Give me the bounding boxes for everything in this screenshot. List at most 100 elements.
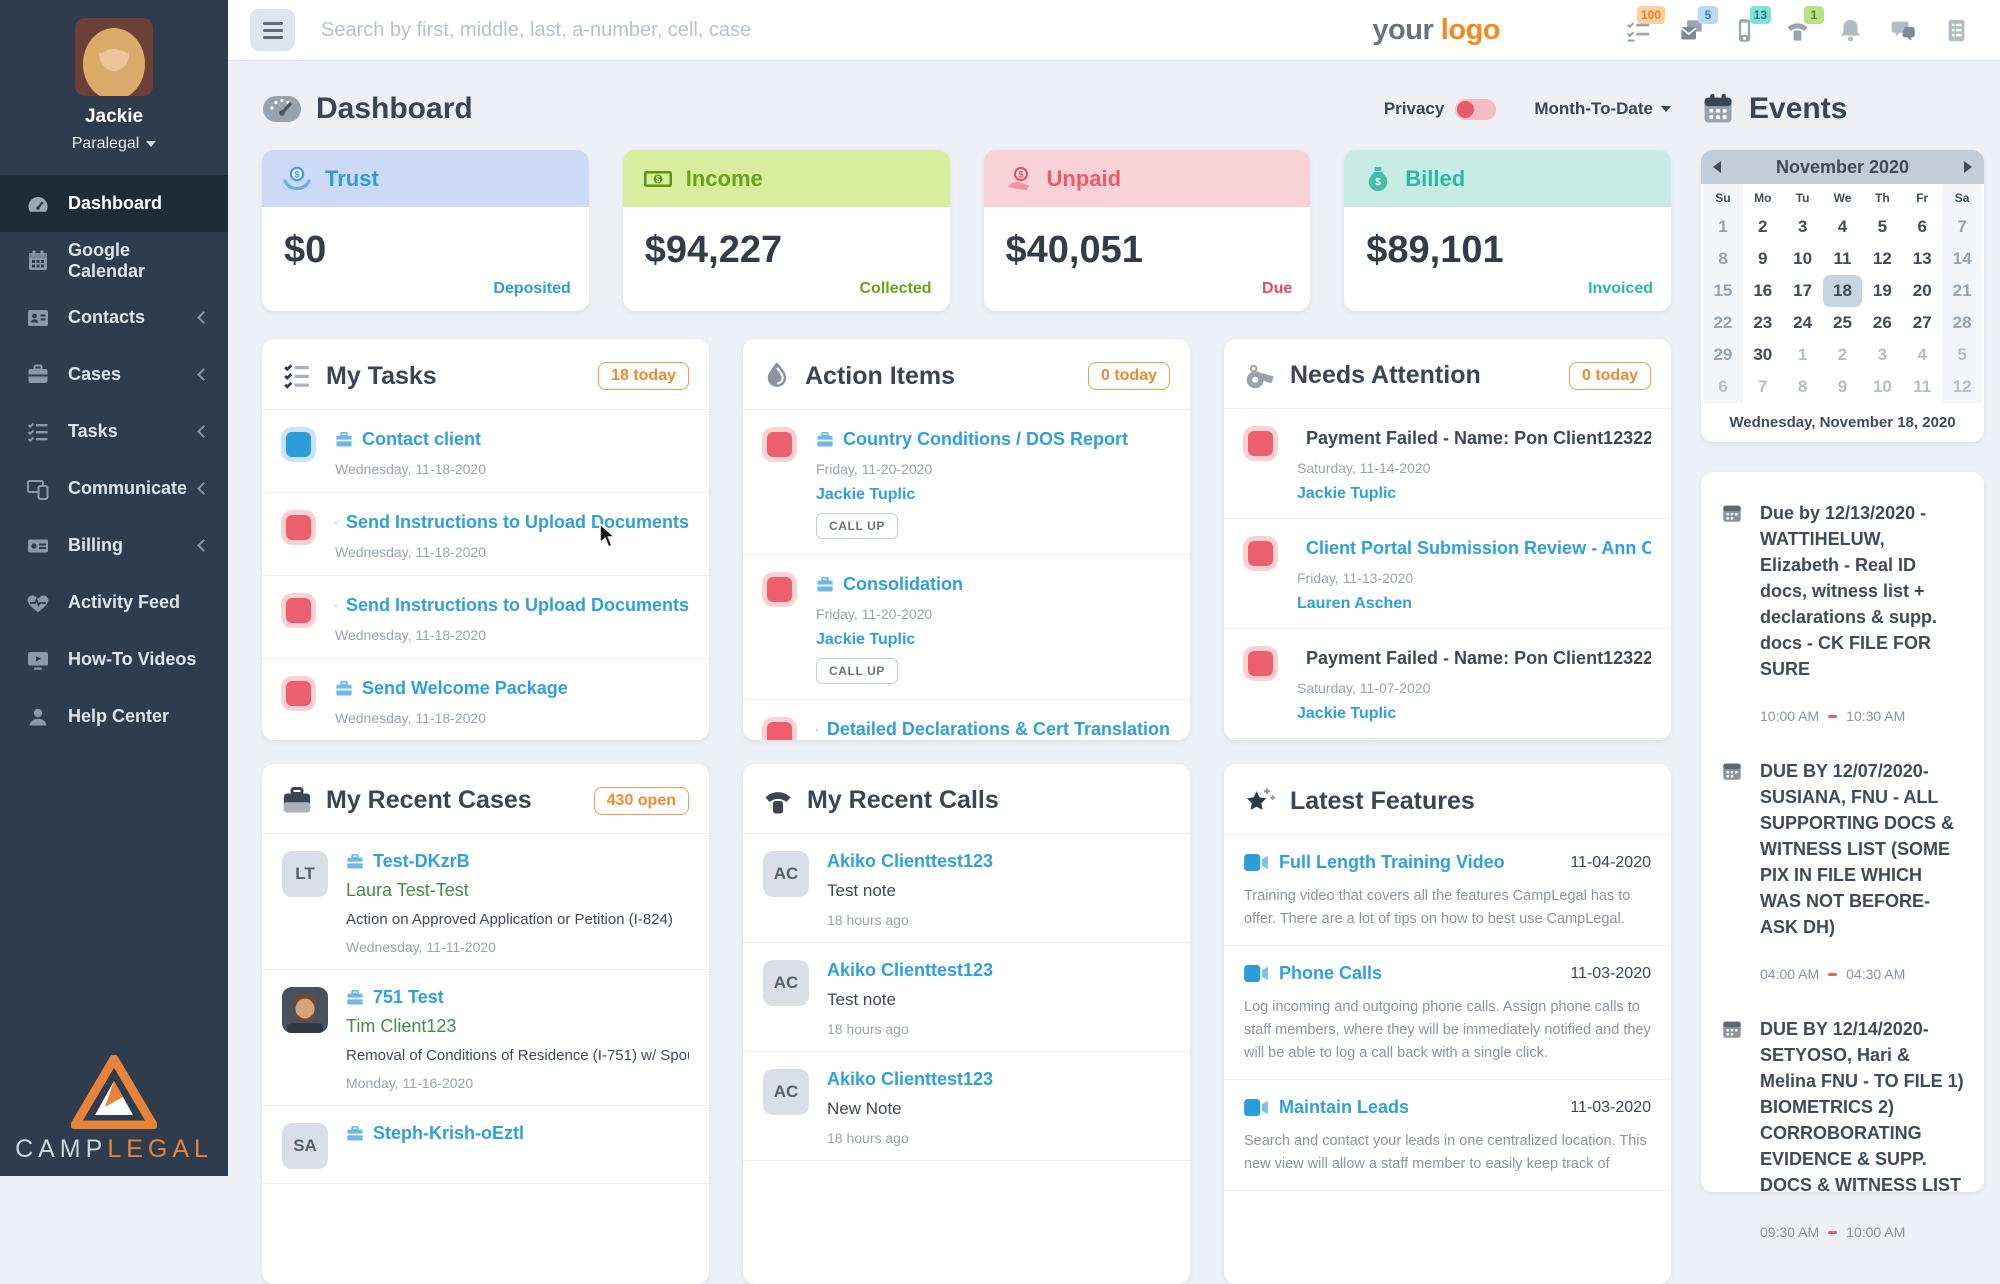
attention-link[interactable]: Payment Failed - Name: Pon Client12322, … xyxy=(1297,428,1651,449)
sidebar-item-dashboard[interactable]: Dashboard xyxy=(0,175,228,232)
text-messages-button[interactable]: 13 xyxy=(1731,17,1758,44)
task-link[interactable]: Send Instructions to Upload Documents xyxy=(335,512,689,533)
calendar-day[interactable]: 11 xyxy=(1823,243,1863,275)
feature-link[interactable]: Phone Calls xyxy=(1279,963,1382,984)
chat-button[interactable] xyxy=(1890,17,1917,44)
income-card[interactable]: $ Income $94,227 Collected xyxy=(623,150,950,311)
sidebar-item-tasks[interactable]: Tasks xyxy=(0,403,228,460)
call-up-button[interactable]: CALL UP xyxy=(816,658,898,684)
notifications-button[interactable] xyxy=(1837,17,1864,44)
calendar-day[interactable]: 15 xyxy=(1703,275,1743,307)
calendar-day[interactable]: 1 xyxy=(1703,211,1743,243)
assignee-link[interactable]: Jackie Tuplic xyxy=(816,486,1170,504)
assignee-link[interactable]: Lauren Aschen xyxy=(1297,595,1651,613)
ledger-button[interactable] xyxy=(1943,17,1970,44)
messages-button[interactable]: 5 xyxy=(1678,17,1705,44)
calendar-day[interactable]: 14 xyxy=(1942,243,1982,275)
calendar-day[interactable]: 2 xyxy=(1823,339,1863,371)
attention-checkbox[interactable] xyxy=(1248,651,1273,676)
calendar-day[interactable]: 24 xyxy=(1783,307,1823,339)
calendar-day[interactable]: 18 xyxy=(1823,275,1863,307)
calendar-day[interactable]: 2 xyxy=(1743,211,1783,243)
sidebar-item-cases[interactable]: Cases xyxy=(0,346,228,403)
assignee-link[interactable]: Jackie Tuplic xyxy=(1297,705,1651,723)
event-row[interactable]: Due by 12/13/2020 - WATTIHELUW, Elizabet… xyxy=(1721,500,1964,724)
calendar-day[interactable]: 9 xyxy=(1743,243,1783,275)
calendar-day[interactable]: 4 xyxy=(1823,211,1863,243)
sidebar-item-help-center[interactable]: Help Center xyxy=(0,688,228,745)
calendar-day[interactable]: 6 xyxy=(1902,211,1942,243)
task-checkbox[interactable] xyxy=(286,432,311,457)
calendar-day[interactable]: 10 xyxy=(1862,371,1902,403)
call-contact-link[interactable]: Akiko Clienttest123 xyxy=(827,960,1170,981)
calendar-day[interactable]: 6 xyxy=(1703,371,1743,403)
action-link[interactable]: Country Conditions / DOS Report xyxy=(816,429,1170,450)
calendar-day[interactable]: 19 xyxy=(1862,275,1902,307)
assignee-link[interactable]: Jackie Tuplic xyxy=(816,631,1170,649)
calendar-day[interactable]: 9 xyxy=(1823,371,1863,403)
calendar-day[interactable]: 21 xyxy=(1942,275,1982,307)
calendar-day[interactable]: 5 xyxy=(1942,339,1982,371)
unpaid-card[interactable]: $ Unpaid $40,051 Due xyxy=(984,150,1311,311)
case-client[interactable]: Laura Test-Test xyxy=(346,880,689,901)
feature-link[interactable]: Full Length Training Video xyxy=(1279,852,1505,873)
calendar-day[interactable]: 22 xyxy=(1703,307,1743,339)
attention-link[interactable]: Payment Failed - Name: Pon Client12322, … xyxy=(1297,648,1651,669)
trust-card[interactable]: $ Trust $0 Deposited xyxy=(262,150,589,311)
assignee-link[interactable]: Jackie Tuplic xyxy=(1297,485,1651,503)
case-link[interactable]: Steph-Krish-oEztl xyxy=(346,1123,689,1144)
task-link[interactable]: Send Instructions to Upload Documents xyxy=(335,595,689,616)
sidebar-item-billing[interactable]: Billing xyxy=(0,517,228,574)
calendar-day[interactable]: 30 xyxy=(1743,339,1783,371)
calendar-day[interactable]: 25 xyxy=(1823,307,1863,339)
event-row[interactable]: DUE BY 12/14/2020- SETYOSO, Hari & Melin… xyxy=(1721,1016,1964,1240)
calendar-day[interactable]: 1 xyxy=(1783,339,1823,371)
calendar-day[interactable]: 4 xyxy=(1902,339,1942,371)
calendar-day[interactable]: 23 xyxy=(1743,307,1783,339)
search-input[interactable] xyxy=(321,19,1372,42)
sidebar-item-google-calendar[interactable]: Google Calendar xyxy=(0,232,228,289)
action-checkbox[interactable] xyxy=(767,577,792,602)
calendar-prev-button[interactable] xyxy=(1713,161,1721,173)
call-up-button[interactable]: CALL UP xyxy=(816,513,898,539)
calendar-day[interactable]: 5 xyxy=(1862,211,1902,243)
calendar-day[interactable]: 11 xyxy=(1902,371,1942,403)
action-checkbox[interactable] xyxy=(767,432,792,457)
calendar-day[interactable]: 16 xyxy=(1743,275,1783,307)
feature-link[interactable]: Maintain Leads xyxy=(1279,1097,1409,1118)
calendar-day[interactable]: 28 xyxy=(1942,307,1982,339)
calls-button[interactable]: 1 xyxy=(1784,17,1811,44)
user-role-dropdown[interactable]: Paralegal xyxy=(72,135,157,153)
calendar-day[interactable]: 7 xyxy=(1743,371,1783,403)
calendar-day[interactable]: 3 xyxy=(1862,339,1902,371)
attention-checkbox[interactable] xyxy=(1248,431,1273,456)
sidebar-item-contacts[interactable]: Contacts xyxy=(0,289,228,346)
sidebar-item-communicate[interactable]: Communicate xyxy=(0,460,228,517)
billed-card[interactable]: $ Billed $89,101 Invoiced xyxy=(1344,150,1671,311)
sidebar-item-activity-feed[interactable]: Activity Feed xyxy=(0,574,228,631)
calendar-day[interactable]: 12 xyxy=(1862,243,1902,275)
sidebar-item-how-to-videos[interactable]: How-To Videos xyxy=(0,631,228,688)
menu-toggle-button[interactable] xyxy=(250,9,295,51)
calendar-day[interactable]: 8 xyxy=(1783,371,1823,403)
avatar[interactable] xyxy=(75,18,153,96)
action-link[interactable]: Detailed Declarations & Cert Translation xyxy=(816,719,1170,740)
calendar-day[interactable]: 26 xyxy=(1862,307,1902,339)
calendar-day[interactable]: 17 xyxy=(1783,275,1823,307)
action-checkbox[interactable] xyxy=(767,722,792,740)
calendar-day[interactable]: 29 xyxy=(1703,339,1743,371)
task-checkbox[interactable] xyxy=(286,598,311,623)
task-link[interactable]: Send Welcome Package xyxy=(335,678,689,699)
attention-link[interactable]: Client Portal Submission Review - Ann Cl… xyxy=(1297,538,1651,559)
action-link[interactable]: Consolidation xyxy=(816,574,1170,595)
privacy-toggle[interactable]: Privacy xyxy=(1384,99,1497,120)
calendar-day[interactable]: 3 xyxy=(1783,211,1823,243)
call-contact-link[interactable]: Akiko Clienttest123 xyxy=(827,851,1170,872)
calendar-day[interactable]: 8 xyxy=(1703,243,1743,275)
date-range-dropdown[interactable]: Month-To-Date xyxy=(1534,99,1671,119)
call-contact-link[interactable]: Akiko Clienttest123 xyxy=(827,1069,1170,1090)
case-client[interactable]: Tim Client123 xyxy=(346,1016,689,1037)
calendar-day[interactable]: 12 xyxy=(1942,371,1982,403)
event-row[interactable]: DUE BY 12/07/2020- SUSIANA, FNU - ALL SU… xyxy=(1721,758,1964,982)
calendar-day[interactable]: 7 xyxy=(1942,211,1982,243)
